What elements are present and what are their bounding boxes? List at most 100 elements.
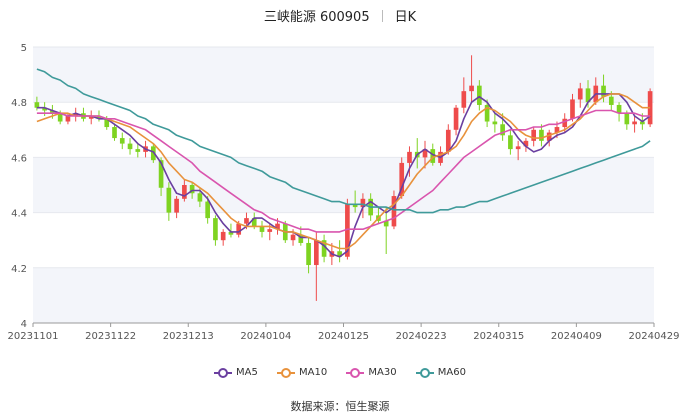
- candle-body: [34, 102, 40, 108]
- series-line-ma5: [36, 93, 651, 258]
- x-tick-label: 20240409: [551, 331, 602, 342]
- candle-body: [220, 231, 226, 241]
- candle: [73, 107, 79, 122]
- candle: [119, 132, 125, 150]
- candle: [445, 124, 451, 155]
- x-tick-label: 20231122: [85, 331, 136, 342]
- candle-body: [352, 204, 358, 208]
- candle: [213, 215, 218, 246]
- legend-item-ma10[interactable]: MA10: [277, 367, 327, 378]
- candle: [407, 146, 412, 177]
- candle-body: [189, 185, 195, 194]
- candle: [453, 104, 459, 136]
- candle-body: [391, 196, 397, 227]
- y-tick-label: 4.4: [11, 209, 27, 220]
- x-tick-label: 20240429: [629, 331, 680, 342]
- candle: [570, 93, 575, 122]
- candle-body: [577, 88, 583, 100]
- series-line-ma10: [36, 93, 651, 250]
- legend-marker-icon: [277, 367, 296, 378]
- candle-body: [127, 143, 133, 150]
- candle: [174, 196, 179, 219]
- y-tick-label: 4.8: [11, 98, 27, 109]
- candle-body: [290, 234, 296, 241]
- candle-body: [647, 91, 653, 125]
- candle-body: [50, 110, 55, 114]
- candle-body: [399, 162, 405, 197]
- candle-body: [104, 118, 110, 128]
- candle-body: [275, 223, 280, 230]
- candle: [306, 237, 311, 274]
- candle: [228, 223, 234, 238]
- candle-body: [632, 121, 637, 125]
- candle: [127, 138, 133, 155]
- candle: [259, 220, 265, 238]
- legend-marker-icon: [213, 367, 232, 378]
- candle: [647, 88, 653, 128]
- legend: MA5 MA10 MA30 MA60: [0, 367, 680, 381]
- title-divider: [381, 10, 383, 22]
- candle-body: [244, 218, 249, 224]
- candle-body: [57, 113, 63, 122]
- candle: [508, 129, 513, 155]
- legend-marker-icon: [415, 367, 434, 378]
- candle-body: [484, 104, 490, 122]
- legend-item-ma30[interactable]: MA30: [346, 367, 397, 378]
- y-tick-label: 4.6: [11, 153, 27, 164]
- candle-body: [616, 104, 622, 114]
- x-tick-label: 20240223: [396, 331, 447, 342]
- candle-body: [539, 129, 544, 141]
- candle-body: [174, 198, 179, 213]
- candle: [632, 116, 637, 133]
- candle-body: [523, 140, 529, 147]
- candle-body: [554, 127, 560, 133]
- x-tick-label: 20240315: [473, 331, 524, 342]
- y-axis-ticks: 4 4.2 4.4 4.6 4.8 5: [11, 43, 27, 330]
- background-band: [33, 47, 654, 103]
- candle-body: [135, 149, 141, 152]
- candle: [461, 77, 467, 114]
- candle-body: [88, 116, 94, 119]
- candle: [616, 102, 622, 122]
- source-name: 恒生聚源: [345, 400, 390, 413]
- x-tick-label: 20231213: [163, 331, 214, 342]
- legend-label: MA5: [235, 367, 258, 378]
- candle-body: [197, 193, 203, 202]
- candle: [515, 140, 521, 161]
- candle: [337, 240, 342, 263]
- x-axis: 20231101 20231122 20231213 20240104 20240125…: [8, 322, 680, 342]
- candle: [477, 80, 482, 111]
- candle: [531, 127, 537, 147]
- candle-body: [259, 226, 265, 232]
- period-label: 日K: [394, 10, 417, 25]
- legend-marker-icon: [346, 367, 365, 378]
- candle-body: [407, 151, 412, 163]
- candle-body: [236, 223, 242, 235]
- series-line-ma30: [36, 109, 651, 233]
- candle-body: [531, 129, 537, 141]
- candle-body: [608, 96, 614, 105]
- y-tick-label: 4: [21, 319, 27, 330]
- candle: [220, 229, 226, 246]
- legend-item-ma5[interactable]: MA5: [213, 367, 258, 378]
- background-band: [33, 212, 654, 268]
- candle-body: [228, 231, 234, 235]
- x-tick-label: 20240125: [318, 331, 369, 342]
- legend-item-ma60[interactable]: MA60: [415, 367, 466, 378]
- candle: [577, 82, 583, 108]
- candle-body: [508, 135, 513, 150]
- data-source: 数据来源：恒生聚源: [0, 398, 680, 414]
- candle-body: [345, 204, 350, 257]
- chart-title: 三峡能源 600905 日K: [0, 6, 680, 25]
- candle-body: [267, 229, 273, 232]
- candle: [88, 110, 94, 125]
- candle-body: [251, 218, 257, 227]
- candle-body: [96, 116, 102, 119]
- background-band: [33, 102, 654, 158]
- candle-body: [306, 242, 311, 266]
- candle-body: [601, 85, 606, 97]
- x-tick-label: 20240104: [240, 331, 291, 342]
- candle-body: [73, 113, 79, 116]
- background-band: [33, 267, 654, 323]
